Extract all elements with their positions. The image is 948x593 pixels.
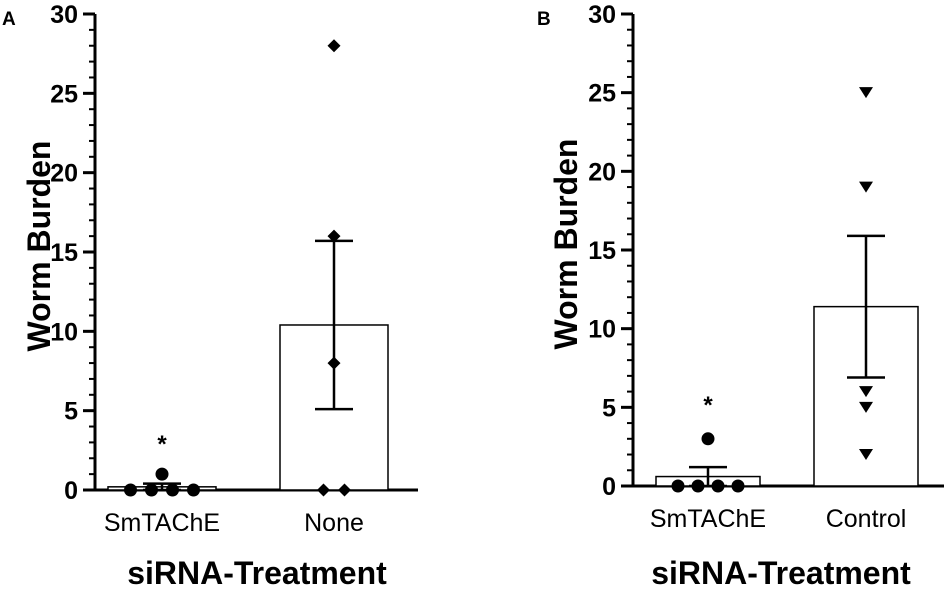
y-tick-label: 0 <box>64 477 78 505</box>
y-tick-label: 20 <box>588 158 616 186</box>
panel-label: A <box>2 9 16 30</box>
y-tick-label: 30 <box>588 1 616 29</box>
y-tick-label: 20 <box>50 160 78 188</box>
y-tick-label: 5 <box>64 398 78 426</box>
y-tick-label: 15 <box>588 237 616 265</box>
panel-label: B <box>537 9 551 30</box>
data-point <box>731 479 745 493</box>
data-point <box>317 483 330 497</box>
data-point <box>711 479 725 493</box>
chart-panel-a: A 0 5 10 15 20 25 30 Worm Burden siRNA-Treatment *… <box>2 1 418 591</box>
y-axis-title: Worm Burden <box>548 139 584 350</box>
y-tick-label: 25 <box>50 80 78 108</box>
data-point <box>166 483 179 497</box>
data-point <box>701 432 715 446</box>
y-tick-label: 5 <box>602 394 616 422</box>
significance-marker: * <box>703 392 713 419</box>
data-point <box>327 39 341 53</box>
y-tick-label: 10 <box>50 318 78 346</box>
data-point <box>145 483 158 497</box>
x-category-label: SmTAChE <box>104 509 220 537</box>
data-point <box>124 483 137 497</box>
y-tick-label: 0 <box>602 473 616 501</box>
x-axis-title: siRNA-Treatment <box>127 555 387 588</box>
significance-marker: * <box>157 431 167 458</box>
y-axis-title: Worm Burden <box>21 141 57 352</box>
y-tick-label: 10 <box>588 316 616 344</box>
x-category-label: SmTAChE <box>650 505 766 533</box>
y-tick-label: 15 <box>50 239 78 267</box>
data-point <box>859 386 873 398</box>
data-point <box>155 467 169 481</box>
y-tick-label: 25 <box>588 80 616 108</box>
data-point <box>187 483 200 497</box>
data-point <box>859 401 873 413</box>
x-category-label: None <box>304 509 364 537</box>
data-point <box>327 229 341 243</box>
y-tick-label: 30 <box>50 1 78 29</box>
data-point <box>859 181 873 193</box>
chart-panel-b: B 0 5 10 15 20 25 30 Worm Burden siRNA-Treatment *… <box>537 1 944 591</box>
data-point <box>859 449 873 461</box>
data-point <box>691 479 705 493</box>
data-point <box>338 483 351 497</box>
x-category-label: Control <box>826 505 907 533</box>
data-point <box>671 479 685 493</box>
data-point <box>327 356 341 370</box>
x-axis-title: siRNA-Treatment <box>651 555 911 588</box>
data-point <box>859 87 873 99</box>
